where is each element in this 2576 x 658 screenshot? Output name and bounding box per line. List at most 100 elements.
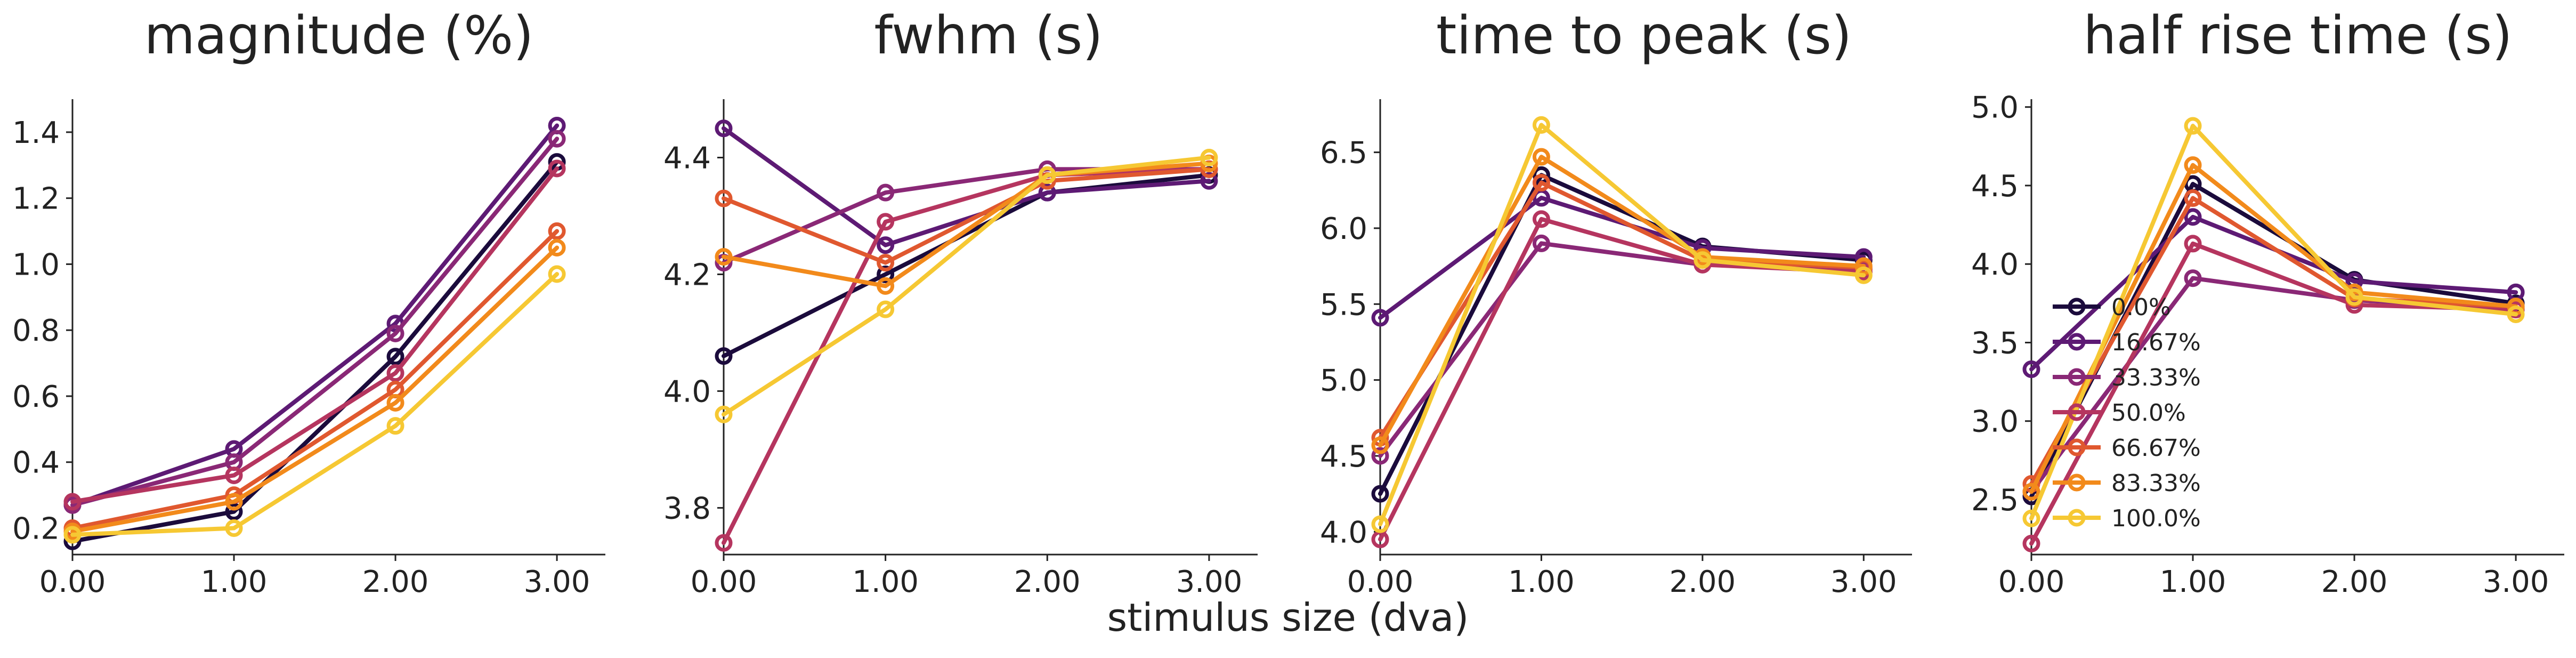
x-tick-label: 1.00	[2160, 565, 2226, 599]
data-point	[715, 534, 733, 552]
chart-title: time to peak (s)	[1436, 5, 1852, 66]
data-point	[548, 265, 566, 283]
y-tick-label: 2.5	[1971, 483, 2019, 518]
x-tick-label: 3.00	[2483, 565, 2549, 599]
series-line-7	[2029, 124, 2518, 521]
data-point	[1532, 174, 1550, 192]
data-point	[386, 417, 404, 435]
legend-label: 33.33%	[2111, 364, 2201, 391]
x-tick-label: 1.00	[1508, 565, 1575, 599]
x-tick-label: 0.00	[691, 565, 757, 599]
series-line-7	[722, 155, 1211, 417]
data-point	[1532, 234, 1550, 252]
data-point	[1038, 183, 1056, 202]
legend-marker	[2068, 438, 2086, 456]
data-point	[1371, 436, 1389, 454]
series-line-3	[2029, 276, 2518, 494]
series-line-6	[722, 161, 1211, 288]
y-tick-label: 3.8	[663, 491, 711, 526]
x-tick-label: 3.00	[524, 565, 590, 599]
data-point	[2507, 305, 2525, 323]
legend-label: 50.0%	[2111, 399, 2186, 427]
series-line-4	[70, 166, 560, 504]
data-point	[386, 348, 404, 366]
series-line-5	[722, 167, 1211, 265]
x-tick-label: 0.00	[39, 565, 106, 599]
chart-panel-3: time to peak (s) 4.0 4.5 5.0 5.5 6.0 6.5 0.00 1.…	[1320, 5, 1912, 599]
legend-marker	[2068, 509, 2086, 527]
data-point	[225, 466, 243, 484]
data-point	[2184, 208, 2202, 226]
x-tick-label: 0.00	[1998, 565, 2065, 599]
legend-marker	[2068, 474, 2086, 492]
y-tick-label: 4.2	[663, 258, 711, 292]
legend-label: 16.67%	[2111, 329, 2201, 356]
series-line-4	[722, 167, 1211, 545]
data-point	[2022, 483, 2040, 501]
y-tick-label: 1.2	[12, 182, 60, 216]
y-tick-label: 0.6	[12, 380, 60, 414]
data-point	[1532, 148, 1550, 166]
y-tick-label: 6.0	[1320, 212, 1367, 246]
data-point	[1200, 172, 1218, 190]
data-point	[715, 347, 733, 365]
x-tick-label: 2.00	[2321, 565, 2388, 599]
x-tick-label: 2.00	[1670, 565, 1736, 599]
legend-label: 66.67%	[2111, 435, 2201, 462]
data-point	[1371, 309, 1389, 327]
data-point	[2184, 117, 2202, 135]
data-point	[548, 159, 566, 178]
series-line-1	[70, 159, 560, 544]
chart-panel-1: magnitude (%) 0.2 0.4 0.6 0.8 1.0 1.2 1.4 0.00 1.…	[12, 5, 605, 599]
data-point	[548, 222, 566, 240]
y-tick-label: 3.0	[1971, 405, 2019, 439]
data-point	[2022, 509, 2040, 527]
y-tick-label: 1.4	[12, 116, 60, 150]
data-point	[1532, 116, 1550, 134]
y-tick-label: 1.0	[12, 247, 60, 282]
x-tick-label: 2.00	[362, 565, 429, 599]
chart-title: half rise time (s)	[2083, 5, 2512, 66]
series-line-6	[70, 245, 560, 534]
y-tick-label: 4.4	[663, 141, 711, 175]
data-point	[877, 254, 895, 272]
y-tick-label: 0.8	[12, 314, 60, 348]
series-line-6	[2029, 163, 2518, 494]
y-tick-label: 3.5	[1971, 326, 2019, 360]
x-tick-label: 3.00	[1830, 565, 1897, 599]
data-point	[2184, 156, 2202, 174]
legend-marker	[2068, 333, 2086, 351]
y-tick-label: 4.0	[663, 374, 711, 409]
series-line-5	[70, 229, 560, 531]
series-line-1	[722, 173, 1211, 358]
y-tick-label: 0.2	[12, 511, 60, 546]
data-point	[386, 394, 404, 412]
series-line-6	[1378, 155, 1866, 448]
figure-xlabel: stimulus size (dva)	[1107, 595, 1469, 640]
data-point	[2184, 269, 2202, 287]
data-point	[877, 213, 895, 231]
legend-marker	[2068, 298, 2086, 316]
data-point	[1200, 148, 1218, 166]
data-point	[225, 503, 243, 521]
series-line-5	[2029, 196, 2518, 486]
y-tick-label: 4.5	[1320, 439, 1367, 474]
data-point	[1371, 447, 1389, 465]
series-line-3	[70, 137, 560, 508]
data-point	[548, 130, 566, 148]
x-tick-label: 1.00	[201, 565, 268, 599]
y-tick-label: 5.0	[1320, 364, 1367, 398]
series-line-2	[722, 126, 1211, 247]
data-point	[2345, 288, 2363, 306]
data-point	[1038, 166, 1056, 184]
legend-label: 83.33%	[2111, 470, 2201, 497]
x-tick-label: 1.00	[852, 565, 919, 599]
data-point	[63, 526, 82, 544]
chart-title: fwhm (s)	[874, 5, 1103, 66]
data-point	[548, 238, 566, 256]
y-tick-label: 0.4	[12, 446, 60, 480]
data-point	[2022, 360, 2040, 379]
y-tick-label: 5.0	[1971, 91, 2019, 125]
legend-marker	[2068, 368, 2086, 386]
